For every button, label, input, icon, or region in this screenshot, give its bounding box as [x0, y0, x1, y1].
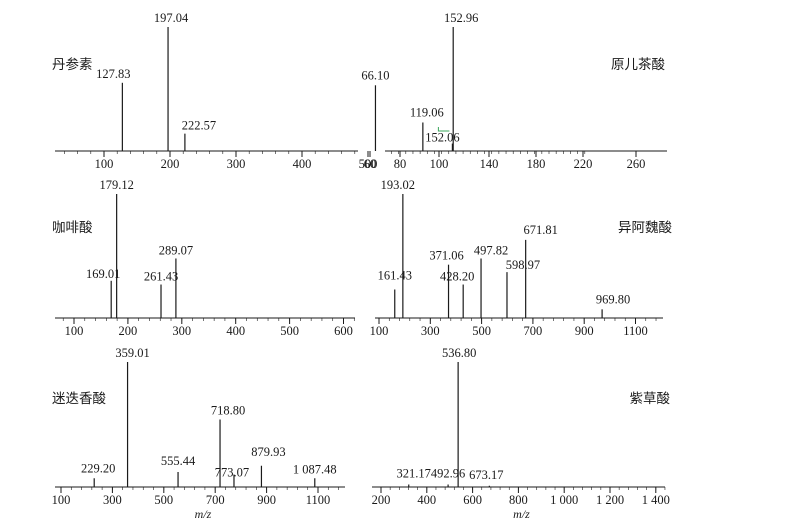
compound-name: 紫草酸	[630, 391, 671, 406]
peak-label: 492.96	[431, 467, 465, 481]
tick-label: 300	[227, 157, 246, 171]
peak-label: 321.17	[397, 467, 431, 481]
tick-label: 100	[95, 157, 114, 171]
peak-label: 222.57	[182, 119, 216, 133]
compound-name: 原儿茶酸	[611, 57, 665, 72]
peak-label: 193.02	[381, 178, 415, 192]
compound-name: 咖啡酸	[52, 220, 93, 235]
tick-label: 60	[364, 157, 377, 171]
tick-label: 500	[154, 493, 173, 507]
tick-label: 400	[417, 493, 436, 507]
peak-label: 371.06	[429, 249, 463, 263]
compound-name: 丹参素	[52, 56, 93, 72]
tick-label: 500	[472, 324, 491, 338]
peak-label: 127.83	[96, 67, 130, 81]
tick-label: 260	[627, 157, 646, 171]
tick-label: 100	[430, 157, 449, 171]
peak-label: 261.43	[144, 270, 178, 284]
tick-label: 700	[524, 324, 543, 338]
peak-label: 673.17	[469, 468, 503, 482]
tick-label: 1 400	[642, 493, 670, 507]
tick-label: 600	[334, 324, 353, 338]
tick-label: 300	[172, 324, 191, 338]
tick-label: 500	[359, 157, 378, 171]
tick-label: 140	[480, 157, 499, 171]
tick-label: 500	[280, 324, 299, 338]
compound-name: 迷迭香酸	[52, 391, 106, 406]
tick-label: 200	[119, 324, 138, 338]
tick-label: 600	[463, 493, 482, 507]
tick-label: 800	[509, 493, 528, 507]
tick-label: 700	[206, 493, 225, 507]
tick-label: 200	[372, 493, 391, 507]
peak-label: 119.06	[410, 105, 444, 119]
peak-label: 359.01	[115, 346, 149, 360]
tick-label: 220	[574, 157, 593, 171]
peak-label: 152.06	[425, 131, 459, 145]
tick-label: 1100	[623, 324, 648, 338]
tick-label: 100	[370, 324, 389, 338]
peak-label: 289.07	[159, 243, 193, 257]
peak-label: 497.82	[474, 243, 508, 257]
tick-label: 80	[394, 157, 407, 171]
tick-label: 200	[161, 157, 180, 171]
peak-label: 229.20	[81, 461, 115, 475]
tick-label: 1 200	[596, 493, 624, 507]
annotation-marker	[437, 127, 450, 132]
tick-label: 900	[575, 324, 594, 338]
tick-label: 100	[65, 324, 84, 338]
tick-label: 400	[293, 157, 312, 171]
peak-label: 879.93	[251, 445, 285, 459]
peak-label: 555.44	[161, 454, 196, 468]
peak-label: 773.07	[215, 466, 249, 480]
peak-label: 598.97	[506, 258, 540, 272]
tick-label: 180	[527, 157, 546, 171]
tick-label: 300	[421, 324, 440, 338]
peak-label: 1 087.48	[293, 462, 337, 476]
peak-label: 671.81	[523, 223, 557, 237]
tick-label: 900	[257, 493, 276, 507]
peak-label: 197.04	[154, 11, 189, 25]
tick-label: 400	[226, 324, 245, 338]
peak-label: 718.80	[211, 404, 245, 418]
peak-label: 152.96	[444, 11, 478, 25]
peak-label: 161.43	[378, 268, 412, 282]
tick-label: 300	[103, 493, 122, 507]
x-axis-label: m/z	[195, 507, 212, 521]
tick-label: 100	[52, 493, 71, 507]
peak-label: 169.01	[86, 267, 120, 281]
tick-label: 1100	[306, 493, 331, 507]
peak-label: 179.12	[99, 178, 133, 192]
peak-label: 536.80	[442, 346, 476, 360]
x-axis-label: m/z	[513, 507, 530, 521]
peak-label: 428.20	[440, 270, 474, 284]
peak-label: 969.80	[596, 292, 630, 306]
compound-name: 异阿魏酸	[618, 220, 672, 235]
peak-label: 66.10	[361, 68, 389, 82]
tick-label: 1 000	[550, 493, 578, 507]
